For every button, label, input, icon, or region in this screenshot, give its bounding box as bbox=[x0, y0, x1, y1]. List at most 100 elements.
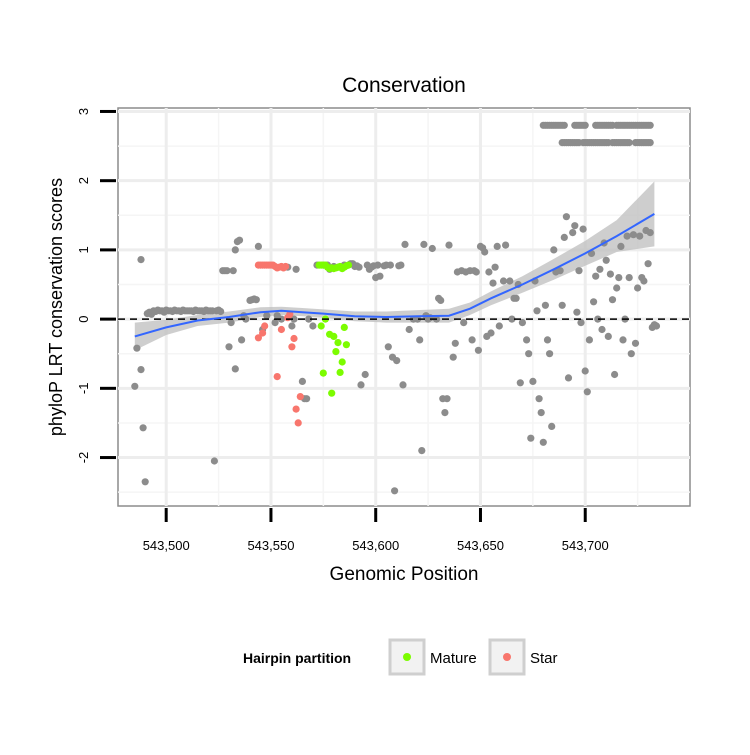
data-point-other bbox=[374, 261, 382, 269]
x-axis: 543,500 543,550 543,600 543,650 543,700 bbox=[143, 508, 609, 553]
data-point-other bbox=[357, 381, 365, 389]
data-point-other bbox=[397, 261, 405, 269]
data-point-other bbox=[646, 139, 654, 147]
data-point-mature bbox=[334, 339, 342, 347]
chart-title: Conservation bbox=[342, 74, 466, 97]
data-point-other bbox=[560, 233, 568, 241]
data-point-other bbox=[361, 370, 369, 379]
data-point-other bbox=[518, 319, 527, 327]
data-point-other bbox=[393, 357, 401, 365]
data-point-other bbox=[229, 267, 237, 275]
data-point-other bbox=[468, 336, 476, 344]
data-point-mature bbox=[336, 368, 344, 376]
data-point-other bbox=[277, 315, 285, 323]
data-point-other bbox=[512, 294, 520, 302]
data-point-star bbox=[292, 405, 300, 413]
y-tick-label: 0 bbox=[76, 315, 91, 322]
data-point-other bbox=[210, 457, 218, 465]
data-point-other bbox=[451, 339, 459, 347]
data-point-other bbox=[254, 242, 262, 250]
legend-dot-mature bbox=[403, 653, 411, 661]
data-point-star bbox=[294, 419, 302, 427]
data-point-other bbox=[548, 422, 556, 430]
data-point-other bbox=[242, 315, 250, 323]
data-point-other bbox=[617, 242, 625, 250]
data-point-other bbox=[460, 319, 468, 327]
data-point-other bbox=[391, 487, 399, 495]
data-point-other bbox=[646, 121, 654, 129]
data-point-other bbox=[217, 307, 225, 316]
data-point-mature bbox=[319, 369, 327, 377]
data-point-other bbox=[288, 322, 296, 330]
data-point-other bbox=[646, 229, 654, 237]
data-point-other bbox=[416, 336, 424, 344]
x-tick-label: 543,650 bbox=[457, 538, 504, 553]
data-point-star bbox=[288, 343, 296, 351]
data-point-other bbox=[606, 270, 615, 278]
y-tick-label: 3 bbox=[76, 108, 91, 115]
data-point-star bbox=[277, 325, 285, 334]
data-point-other bbox=[223, 267, 231, 275]
loess-line bbox=[134, 213, 655, 338]
legend-label-mature: Mature bbox=[430, 650, 477, 667]
data-point-other bbox=[613, 284, 621, 292]
data-point-other bbox=[634, 284, 642, 292]
data-point-other bbox=[238, 336, 246, 344]
data-point-other bbox=[604, 332, 612, 340]
data-point-other bbox=[508, 315, 516, 323]
data-point-other bbox=[499, 277, 508, 285]
data-point-mature bbox=[328, 389, 336, 397]
data-point-other bbox=[516, 379, 524, 387]
data-point-other bbox=[608, 296, 617, 304]
plot-panel bbox=[117, 107, 691, 507]
data-point-other bbox=[581, 367, 589, 375]
data-point-star bbox=[261, 322, 269, 330]
data-point-other bbox=[231, 365, 239, 373]
data-point-other bbox=[539, 438, 547, 446]
data-point-mature bbox=[338, 358, 346, 366]
data-point-other bbox=[529, 377, 537, 385]
data-point-other bbox=[506, 277, 514, 285]
y-tick-label: 2 bbox=[76, 177, 91, 184]
data-point-other bbox=[225, 343, 233, 351]
y-tick-label: -2 bbox=[76, 452, 91, 464]
data-point-other bbox=[558, 301, 566, 309]
data-point-other bbox=[615, 274, 623, 282]
data-point-other bbox=[355, 263, 363, 271]
data-point-star bbox=[282, 262, 290, 271]
x-tick-label: 543,600 bbox=[352, 538, 399, 553]
data-point-star bbox=[273, 373, 281, 381]
data-point-other bbox=[623, 232, 631, 240]
data-point-other bbox=[472, 268, 480, 276]
x-tick-label: 543,550 bbox=[247, 538, 294, 553]
data-point-other bbox=[437, 296, 445, 304]
loess-fit-line bbox=[134, 213, 655, 338]
data-point-mature bbox=[342, 341, 350, 349]
data-point-other bbox=[491, 263, 499, 271]
data-point-other bbox=[405, 325, 413, 334]
data-point-other bbox=[133, 344, 141, 352]
data-point-other bbox=[556, 267, 564, 275]
data-point-star bbox=[290, 334, 298, 343]
data-point-other bbox=[550, 246, 558, 254]
data-point-other bbox=[418, 447, 426, 455]
data-point-mature bbox=[340, 323, 348, 331]
data-point-other bbox=[611, 370, 619, 379]
confidence-band bbox=[134, 181, 655, 351]
data-point-other bbox=[583, 388, 591, 396]
data-point-other bbox=[305, 315, 313, 323]
data-point-other bbox=[581, 121, 589, 129]
data-point-star bbox=[286, 310, 294, 318]
data-point-mature bbox=[344, 261, 353, 269]
data-point-other bbox=[598, 325, 606, 334]
data-point-other bbox=[640, 277, 648, 285]
data-point-other bbox=[564, 374, 573, 382]
data-point-other bbox=[625, 139, 633, 147]
data-point-other bbox=[137, 366, 145, 374]
data-point-other bbox=[629, 231, 638, 239]
legend-label-star: Star bbox=[530, 650, 558, 667]
data-point-other bbox=[579, 225, 587, 233]
data-point-other bbox=[535, 395, 543, 403]
data-point-other bbox=[644, 260, 652, 268]
data-point-other bbox=[252, 296, 260, 304]
